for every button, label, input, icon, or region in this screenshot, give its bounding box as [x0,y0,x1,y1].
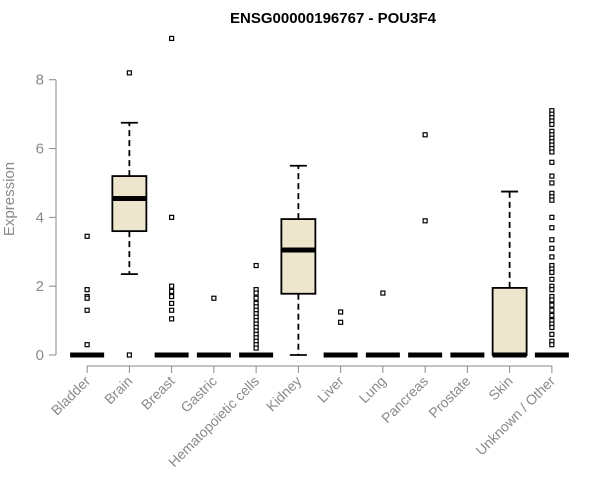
x-tick-label: Skin [485,373,516,404]
outlier-point [169,288,175,294]
outlier-point [169,283,175,289]
outlier-point [549,180,555,186]
x-tick-label: Prostate [425,373,473,421]
box [280,218,317,295]
outlier-point [549,312,555,319]
outlier-point [169,316,175,322]
outlier-point [549,121,555,128]
x-tick-label: Brain [101,373,135,407]
y-axis: 0 2 4 6 8 [36,72,57,364]
outlier-point [549,269,555,276]
outlier-point [253,295,259,301]
box-group [196,295,231,358]
y-tick-label: 2 [36,278,44,295]
outlier-point [549,297,555,303]
x-tick-label: Breast [138,373,178,413]
outlier-point [253,262,259,269]
box [111,175,148,233]
outlier-point [549,197,555,203]
outlier-point [126,352,132,358]
box-group [70,233,105,358]
box-group [111,70,148,358]
outlier-point [126,70,132,76]
outlier-point [422,132,428,138]
outlier-point [549,276,555,282]
box-group [491,190,528,358]
y-tick-label: 0 [36,347,44,364]
outlier-point [549,254,555,260]
outlier-point [84,287,90,293]
outlier-point [338,309,344,315]
outlier-point [549,245,555,251]
chart-title: ENSG00000196767 - POU3F4 [230,10,437,27]
outlier-point [549,331,555,337]
x-tick-label: Bladder [48,373,94,419]
outlier-point [549,237,555,243]
x-tick-label: Kidney [263,373,305,415]
box-group [154,35,189,358]
outlier-point [338,319,344,325]
x-tick-label: Unknown / Other [472,373,558,459]
outlier-point [549,287,555,293]
outlier-point [549,225,555,231]
box-group [365,290,400,358]
outlier-point [84,233,90,239]
outlier-point [253,345,259,351]
outlier-point [84,295,90,301]
outlier-point [549,324,555,331]
outlier-point [549,342,555,348]
x-tick-label: Liver [314,373,347,406]
box-group [534,108,569,358]
outlier-point [84,307,90,313]
outlier-point [549,159,555,165]
y-tick-label: 4 [36,209,44,226]
outlier-point [169,307,175,313]
outlier-point [84,342,90,348]
outlier-point [253,290,259,296]
outlier-point [549,302,555,308]
outlier-point [169,293,175,300]
outlier-point [549,173,555,179]
box-group [239,262,274,358]
y-tick-label: 8 [36,72,44,89]
outlier-point [380,290,386,296]
x-tick-label: Lung [356,373,389,406]
outlier-point [169,214,175,220]
outlier-point [169,300,175,306]
outlier-point [549,149,555,155]
y-axis-label: Expression [1,162,18,236]
box-group [323,309,358,358]
box-group [408,132,443,358]
plot-area [70,35,569,358]
y-tick-label: 6 [36,141,44,158]
x-tick-label: Pancreas [378,373,431,426]
outlier-point [169,35,175,42]
outlier-point [549,307,555,313]
outlier-point [422,218,428,224]
outlier-point [211,295,217,301]
outlier-point [549,214,555,220]
box-group [280,164,317,356]
box [491,287,528,356]
